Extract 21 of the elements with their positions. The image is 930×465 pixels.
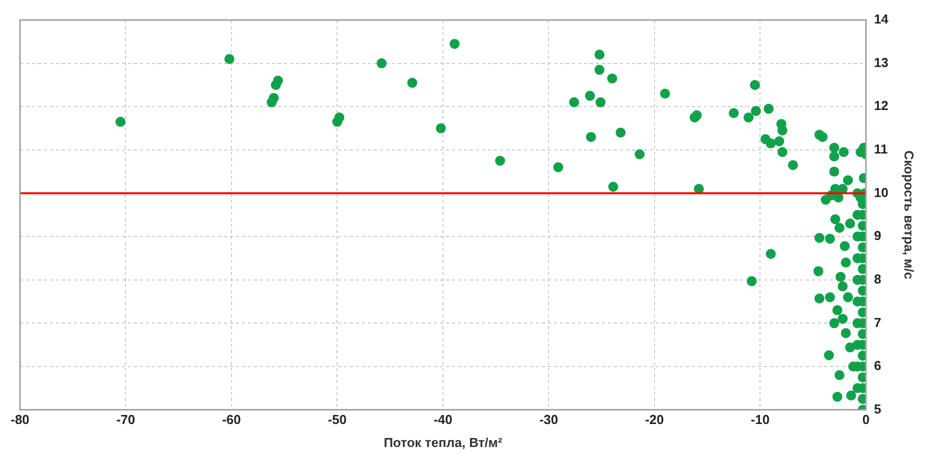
x-tick-label: -70: [116, 412, 136, 428]
y-tick-label: 6: [874, 358, 882, 374]
x-tick-label: -30: [539, 412, 558, 428]
x-tick-label: -20: [645, 412, 664, 428]
x-tick-label: 0: [862, 412, 870, 428]
y-tick-label: 11: [874, 142, 888, 157]
x-tick-label: -40: [434, 412, 452, 428]
y-tick-label: 12: [874, 98, 888, 114]
y-tick-label: 14: [874, 12, 890, 27]
y-axis-title: Скорость ветра, м/с: [902, 150, 917, 280]
x-tick-label: -60: [222, 412, 241, 428]
x-tick-label: -80: [10, 412, 30, 428]
y-tick-label: 13: [874, 54, 888, 70]
y-tick-label: 8: [874, 271, 882, 286]
y-tick-label: 10: [874, 184, 888, 200]
x-axis-title: Поток тепла, Вт/м²: [384, 434, 503, 450]
x-tick-label: -50: [328, 412, 347, 428]
x-tick-label: -10: [750, 412, 770, 428]
y-tick-label: 5: [874, 401, 882, 416]
y-tick-label: 7: [874, 314, 882, 330]
y-tick-label: 9: [874, 228, 882, 244]
